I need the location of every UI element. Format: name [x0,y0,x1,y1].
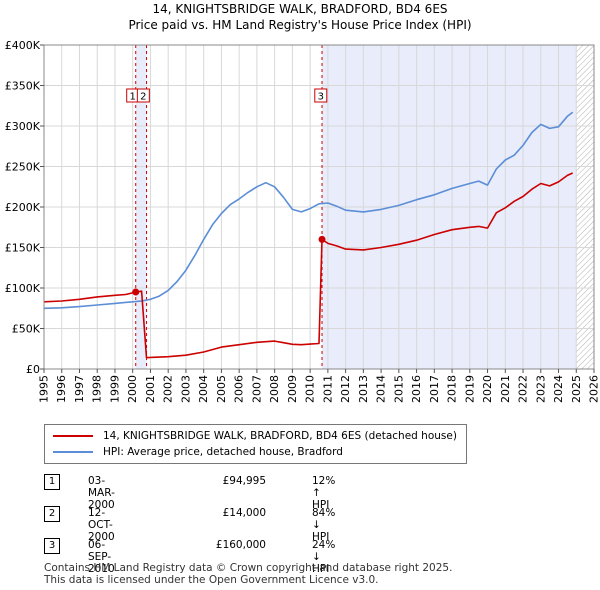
series-line-hpi [43,111,574,310]
tick-label-x: 2014 [375,375,388,403]
tick-label-x: 2020 [481,375,494,403]
transaction-hpi: 24% ↓ HPI [312,539,336,575]
footer-line-copyright: Contains HM Land Registry data © Crown c… [44,562,453,574]
legend-label-hpi: HPI: Average price, detached house, Brad… [103,446,343,458]
tick-label-x: 2011 [321,375,334,403]
tick-label-x: 1997 [73,375,86,403]
marker-label: 3 [318,92,324,103]
tick-label-x: 2012 [339,375,352,403]
tick-label-x: 2019 [463,375,476,403]
legend: 14, KNIGHTSBRIDGE WALK, BRADFORD, BD4 6E… [44,424,467,464]
transaction-number: 1 [44,474,60,490]
marker-label: 2 [140,92,146,103]
transaction-date: 06-SEP-2010 [88,539,115,575]
legend-swatch-hpi [53,451,93,453]
tick-label-x: 2022 [517,375,530,403]
tick-label-x: 2007 [250,375,263,403]
tick-label-x: 2010 [304,375,317,403]
legend-swatch-property [53,435,93,437]
tick-label-x: 2023 [534,375,547,403]
sale-point [318,235,326,243]
tick-label-x: 2013 [357,375,370,403]
tick-label-y: £400K [5,39,41,52]
tick-label-y: £350K [5,80,41,93]
tick-label-x: 2005 [215,375,228,403]
transaction-hpi: 84% ↓ HPI [312,507,336,543]
tick-label-x: 1995 [38,375,51,403]
tick-label-x: 2024 [552,375,565,403]
transaction-number: 2 [44,506,60,522]
tick-label-x: 2008 [268,375,281,403]
transaction-price: £94,995 [222,475,266,487]
tick-label-x: 2004 [197,375,210,403]
tick-label-x: 2000 [126,375,139,403]
legend-label-property: 14, KNIGHTSBRIDGE WALK, BRADFORD, BD4 6E… [103,430,457,442]
tick-label-x: 2018 [446,375,459,403]
tick-label-x: 2009 [286,375,299,403]
legend-item-hpi: HPI: Average price, detached house, Brad… [53,444,343,460]
marker-label: 1 [130,92,136,103]
transaction-price: £14,000 [222,507,266,519]
tick-label-x: 2006 [233,375,246,403]
footer: Contains HM Land Registry data © Crown c… [44,562,452,586]
chart-subtitle: Price paid vs. HM Land Registry's House … [128,18,472,32]
transaction-hpi: 12% ↑ HPI [312,475,336,511]
tick-label-y: £150K [5,242,41,255]
tick-label-x: 1996 [55,375,68,403]
tick-label-x: 2026 [588,375,600,403]
tick-label-x: 2001 [144,375,157,403]
tick-label-y: £100K [5,282,41,295]
tick-label-y: £0 [26,363,40,376]
tick-label-x: 1999 [108,375,121,403]
tick-label-x: 2002 [162,375,175,403]
marker-box [136,88,150,103]
marker-box [314,88,328,103]
tick-label-y: £50K [12,323,41,336]
transaction-number: 3 [44,538,60,554]
transaction-date: 03-MAR-2000 [88,475,115,511]
chart-title: 14, KNIGHTSBRIDGE WALK, BRADFORD, BD4 6E… [152,2,448,16]
footer-line-licence: This data is licensed under the Open Gov… [44,574,379,586]
tick-label-x: 2021 [499,375,512,403]
tick-label-x: 2025 [570,375,583,403]
tick-label-y: £300K [5,120,41,133]
transaction-date: 12-OCT-2000 [88,507,115,543]
sale-point [132,288,140,296]
tick-label-x: 2003 [179,375,192,403]
tick-label-x: 2017 [428,375,441,403]
tick-label-x: 1998 [91,375,104,403]
transaction-price: £160,000 [215,539,266,551]
tick-label-y: £200K [5,201,41,214]
legend-item-property: 14, KNIGHTSBRIDGE WALK, BRADFORD, BD4 6E… [53,428,457,444]
tick-label-x: 2015 [392,375,405,403]
tick-label-y: £250K [5,161,41,174]
tick-label-x: 2016 [410,375,423,403]
